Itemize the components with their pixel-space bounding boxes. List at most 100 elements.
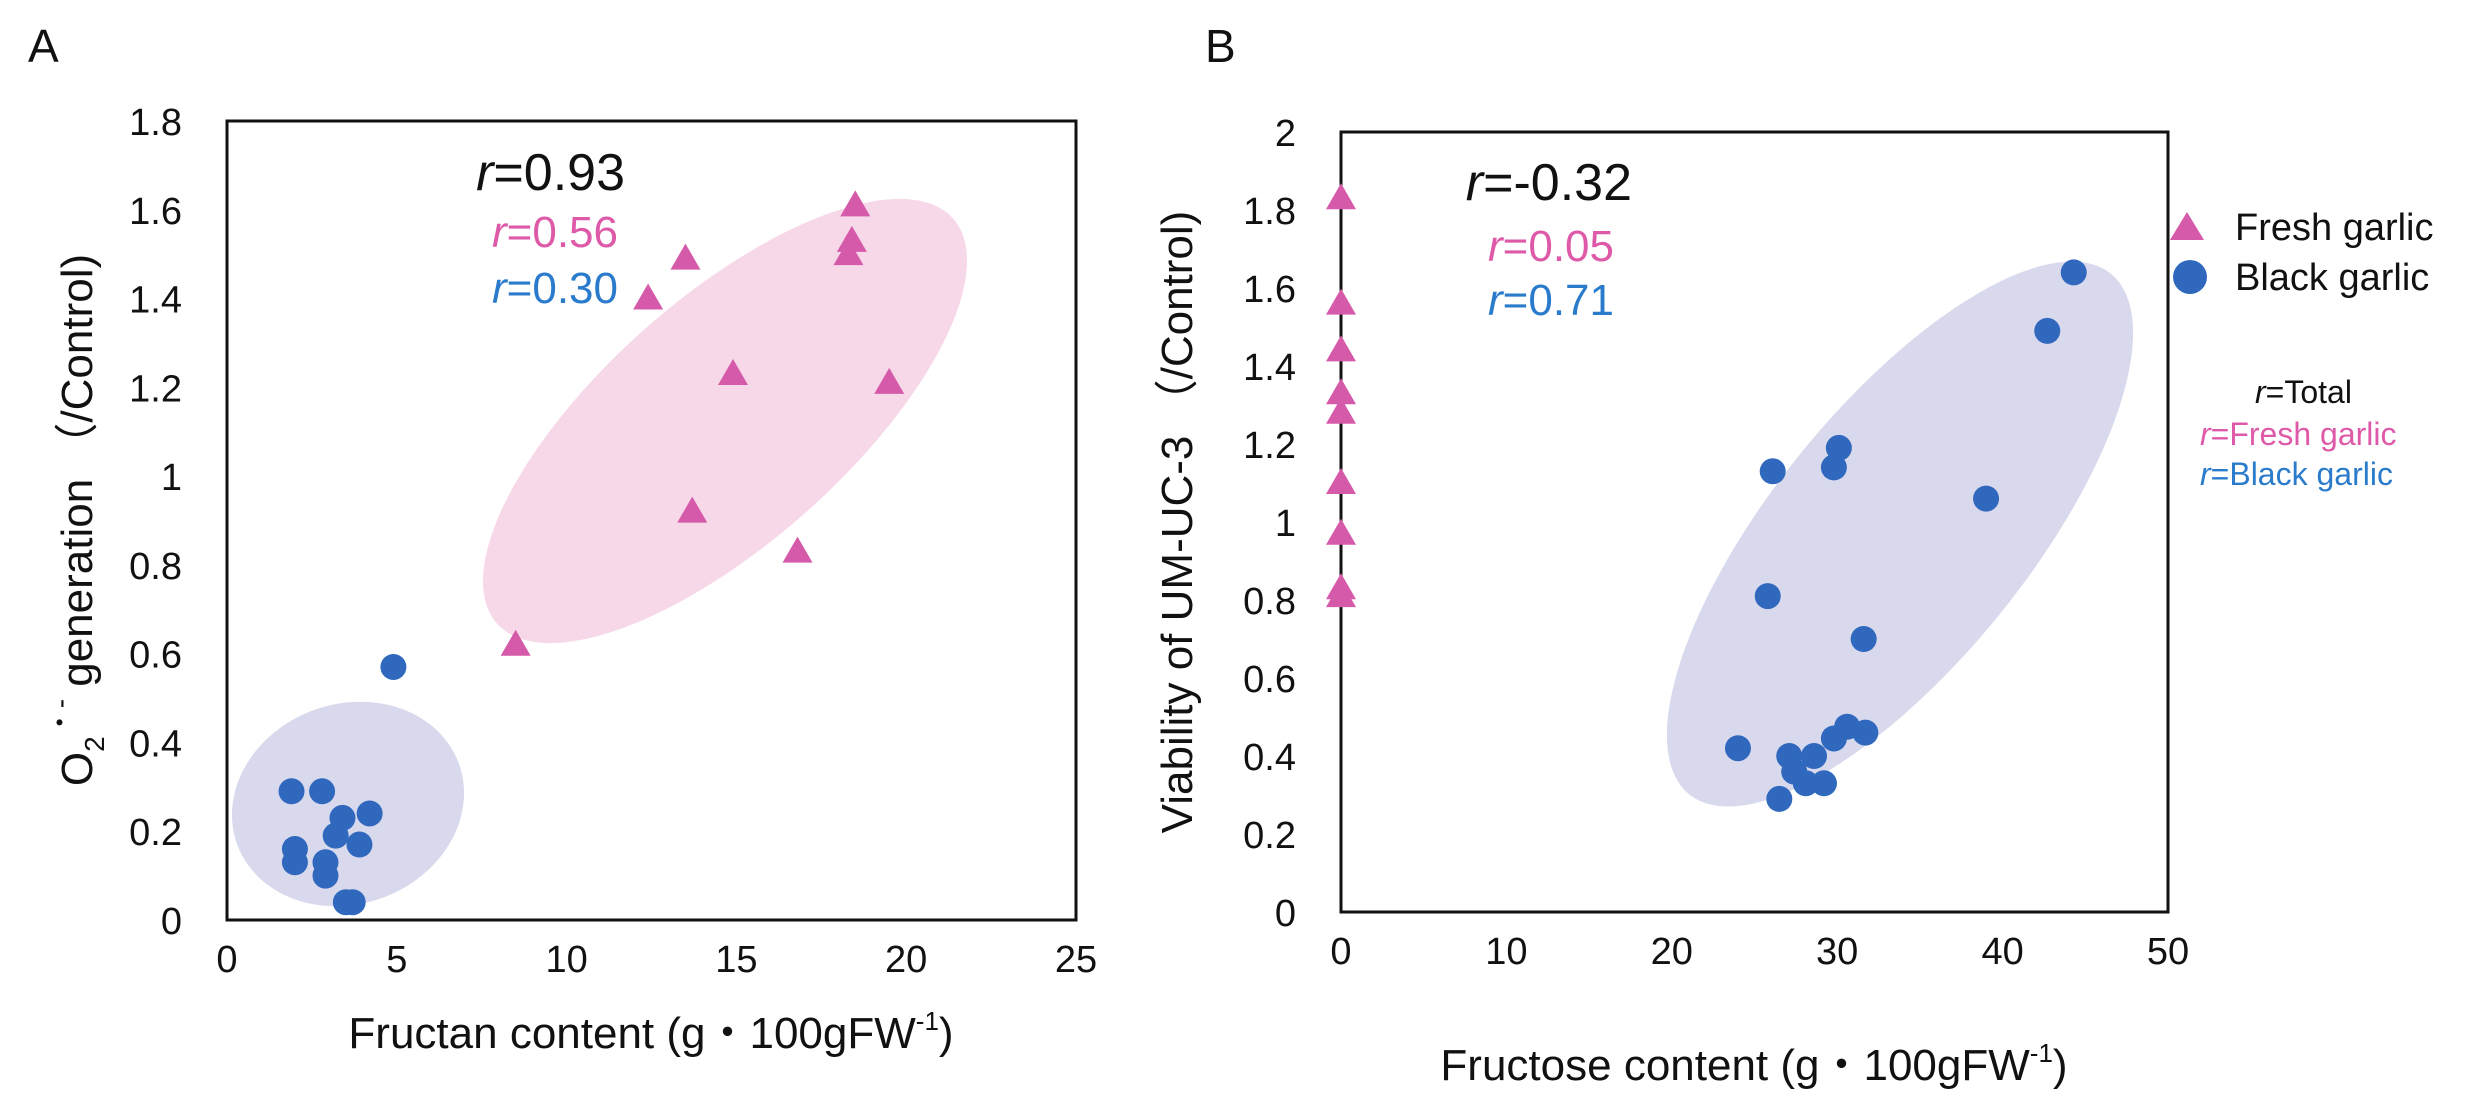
panel-b-points — [1326, 183, 2087, 812]
panel-b-chart: 0 10 20 30 40 50 0 0.2 0.4 0.6 0.8 1 1.2 1.4 1.6 1.8 2 r… — [1153, 113, 2189, 1090]
y-tick-label: 0 — [161, 901, 182, 943]
black-garlic-point — [1850, 626, 1877, 652]
black-garlic-point — [1792, 770, 1819, 797]
black-garlic-point — [312, 862, 339, 889]
y-tick-label: 1 — [1275, 503, 1296, 545]
x-tick-label: 20 — [1651, 931, 1693, 973]
panel-b-r-total: r=-0.32 — [1466, 154, 1632, 212]
y-tick-label: 0.8 — [1243, 581, 1296, 623]
black-garlic-point — [322, 822, 349, 849]
fresh-garlic-point — [1326, 288, 1356, 315]
fresh-garlic-point — [1326, 183, 1356, 210]
fresh-garlic-point — [670, 243, 701, 270]
panel-b-r-fresh: r=0.05 — [1488, 222, 1614, 271]
fresh-garlic-point — [782, 536, 813, 563]
legend: Fresh garlic Black garlic r=Total r=Fres… — [2170, 207, 2434, 492]
black-garlic-point — [356, 800, 383, 827]
y-tick-label: 0.4 — [129, 723, 182, 765]
black-garlic-point — [1820, 454, 1847, 481]
legend-r-fresh: r=Fresh garlic — [2200, 416, 2397, 452]
legend-triangle-marker — [2170, 212, 2204, 240]
black-garlic-point — [339, 889, 366, 916]
black-garlic-point — [1759, 458, 1786, 485]
fresh-garlic-point — [677, 496, 708, 523]
black-garlic-point — [2034, 317, 2061, 344]
x-tick-label: 15 — [715, 939, 757, 981]
y-tick-label: 0.2 — [129, 812, 182, 854]
fresh-garlic-point — [836, 225, 867, 252]
fresh-garlic-point — [1326, 335, 1356, 362]
legend-r-total: r=Total — [2255, 374, 2352, 410]
x-tick-label: 0 — [1330, 931, 1351, 973]
x-tick-label: 25 — [1055, 939, 1097, 981]
legend-circle-marker — [2173, 260, 2207, 294]
black-garlic-point — [278, 778, 305, 805]
y-tick-label: 2 — [1275, 113, 1296, 155]
x-tick-label: 30 — [1816, 931, 1858, 973]
fresh-garlic-point — [500, 629, 531, 656]
fresh-garlic-point — [1326, 581, 1356, 608]
x-tick-label: 0 — [216, 939, 237, 981]
fresh-garlic-ellipse — [482, 198, 968, 644]
x-tick-label: 40 — [1981, 931, 2023, 973]
black-garlic-point — [1801, 743, 1828, 769]
black-garlic-point — [1852, 719, 1879, 746]
x-tick-label: 50 — [2147, 931, 2189, 973]
y-tick-label: 1.6 — [1243, 269, 1296, 311]
panel-b-r-black: r=0.71 — [1488, 276, 1614, 325]
panel-a-ellipses — [231, 198, 968, 907]
y-tick-label: 0.4 — [1243, 737, 1296, 779]
fresh-garlic-point — [633, 283, 664, 310]
fresh-garlic-point — [840, 190, 871, 217]
fresh-garlic-point — [1326, 468, 1356, 494]
fresh-garlic-point — [833, 239, 864, 266]
black-garlic-point — [2060, 259, 2087, 286]
panel-a-r-black: r=0.30 — [492, 264, 618, 313]
y-tick-label: 1.6 — [129, 191, 182, 233]
black-garlic-point — [380, 653, 407, 680]
y-tick-label: 0.2 — [1243, 815, 1296, 857]
y-tick-label: 1.2 — [1243, 425, 1296, 467]
panel-b-x-axis-title: Fructose content (g・100gFW-1) — [1440, 1038, 2067, 1090]
black-garlic-point — [1766, 785, 1793, 812]
panel-a-x-axis-title: Fructan content (g・100gFW-1) — [348, 1006, 953, 1058]
x-tick-label: 10 — [545, 939, 587, 981]
x-tick-label: 10 — [1485, 931, 1527, 973]
panel-label-a: A — [28, 20, 59, 72]
panel-a-r-total: r=0.93 — [476, 144, 625, 202]
black-garlic-point — [1825, 434, 1852, 461]
y-tick-label: 1.8 — [129, 102, 182, 144]
panel-a-tick-labels: 0 5 10 15 20 25 0 0.2 0.4 0.6 0.8 1 1.2 1.4 1.6 1.8 — [129, 102, 1097, 981]
black-garlic-point — [1973, 485, 2000, 512]
black-garlic-point — [1810, 770, 1837, 797]
panel-b-ellipses — [1666, 261, 2134, 807]
panel-a-chart: 0 5 10 15 20 25 0 0.2 0.4 0.6 0.8 1 1.2 1.4 1.6 1.8 r=0… — [45, 102, 1097, 1058]
y-tick-label: 0.6 — [129, 635, 182, 677]
black-garlic-ellipse — [1666, 261, 2134, 807]
panel-label-b: B — [1205, 20, 1236, 72]
panel-b-tick-labels: 0 10 20 30 40 50 0 0.2 0.4 0.6 0.8 1 1.2 1.4 1.6 1.8 2 — [1243, 113, 2189, 973]
x-tick-label: 5 — [386, 939, 407, 981]
x-tick-label: 20 — [885, 939, 927, 981]
y-tick-label: 1.8 — [1243, 191, 1296, 233]
black-garlic-point — [1754, 583, 1781, 610]
black-garlic-point — [281, 849, 308, 876]
fresh-garlic-point — [1326, 397, 1356, 424]
y-tick-label: 1 — [161, 457, 182, 499]
fresh-garlic-point — [1326, 518, 1356, 545]
fresh-garlic-point — [874, 367, 905, 394]
y-tick-label: 0.6 — [1243, 659, 1296, 701]
black-garlic-point — [1820, 725, 1847, 752]
panel-a-r-fresh: r=0.56 — [492, 208, 618, 257]
y-tick-label: 0 — [1275, 893, 1296, 935]
black-garlic-point — [346, 831, 373, 858]
y-tick-label: 0.8 — [129, 546, 182, 588]
fresh-garlic-point — [1326, 378, 1356, 405]
fresh-garlic-point — [718, 359, 749, 386]
y-tick-label: 1.2 — [129, 368, 182, 410]
legend-black-label: Black garlic — [2235, 257, 2429, 299]
panel-b-y-axis-title: Viability of UM-UC-3 （/Control) — [1153, 211, 1202, 834]
panel-a-y-axis-title: O2・- generation （/Control) — [45, 254, 110, 786]
black-garlic-point — [309, 778, 336, 805]
